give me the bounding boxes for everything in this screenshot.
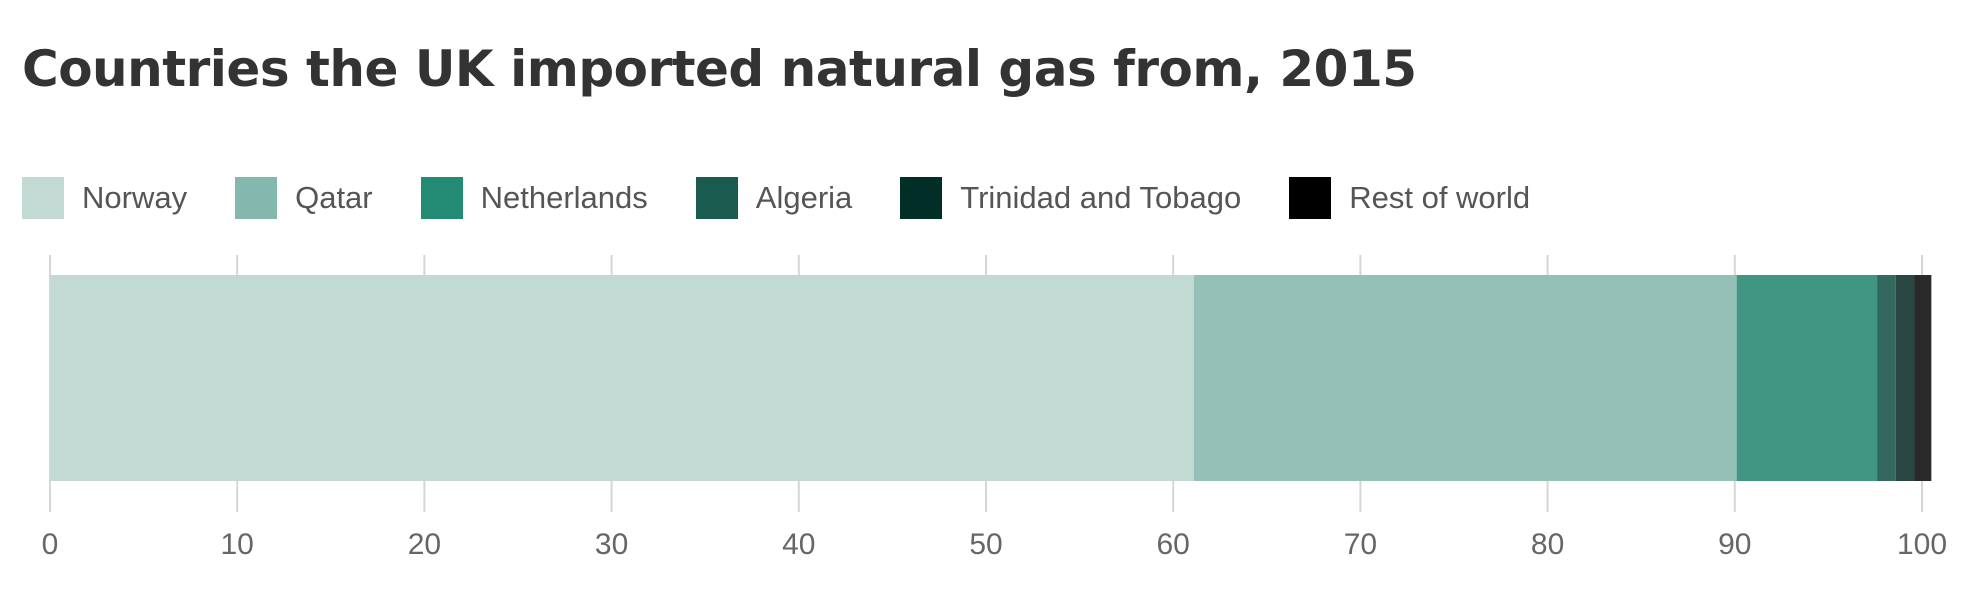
legend: Norway Qatar Netherlands Algeria Trinida… <box>22 176 1578 220</box>
legend-item-norway: Norway <box>22 177 187 219</box>
legend-swatch-trinidad-and-tobago <box>900 177 943 219</box>
legend-item-algeria: Algeria <box>695 177 853 219</box>
x-tick-label-90: 90 <box>1718 528 1751 561</box>
legend-label-qatar: Qatar <box>295 180 373 215</box>
legend-label-trinidad-and-tobago: Trinidad and Tobago <box>960 180 1242 215</box>
legend-swatch-norway <box>22 177 64 219</box>
legend-label-netherlands: Netherlands <box>480 180 648 215</box>
legend-item-qatar: Qatar <box>235 177 373 219</box>
x-tick-label-10: 10 <box>221 528 254 561</box>
x-tick-label-20: 20 <box>408 528 441 561</box>
legend-swatch-qatar <box>235 177 278 219</box>
bar-segment-trinidad-and-tobago <box>1895 275 1915 481</box>
x-tick-label-50: 50 <box>969 528 1002 561</box>
legend-label-algeria: Algeria <box>755 180 853 215</box>
x-tick-label-30: 30 <box>595 528 628 561</box>
legend-swatch-rest-of-world <box>1289 177 1332 219</box>
x-axis-ticks: 0 10 20 30 40 50 60 70 80 90 100 <box>42 528 1947 561</box>
x-tick-label-100: 100 <box>1897 528 1947 561</box>
x-tick-label-40: 40 <box>782 528 815 561</box>
stacked-bar-plot: 0 10 20 30 40 50 60 70 80 90 100 <box>42 255 1947 561</box>
bar-segment-netherlands <box>1736 275 1878 481</box>
x-tick-label-70: 70 <box>1344 528 1377 561</box>
legend-swatch-netherlands <box>420 177 463 219</box>
legend-label-norway: Norway <box>82 180 188 215</box>
bar-segments <box>50 275 1932 481</box>
bar-segment-algeria <box>1877 275 1896 481</box>
legend-swatch-algeria <box>695 177 738 219</box>
legend-item-trinidad-and-tobago: Trinidad and Tobago <box>900 177 1241 219</box>
bar-segment-norway <box>50 275 1194 481</box>
legend-item-rest-of-world: Rest of world <box>1289 177 1530 219</box>
legend-item-netherlands: Netherlands <box>420 177 648 219</box>
chart-title: Countries the UK imported natural gas fr… <box>22 40 1417 98</box>
x-tick-label-80: 80 <box>1531 528 1564 561</box>
bar-segment-qatar <box>1193 275 1737 481</box>
x-tick-label-60: 60 <box>1157 528 1190 561</box>
bar-segment-rest-of-world <box>1914 275 1932 481</box>
legend-label-rest-of-world: Rest of world <box>1349 180 1531 215</box>
x-tick-label-0: 0 <box>42 528 59 561</box>
